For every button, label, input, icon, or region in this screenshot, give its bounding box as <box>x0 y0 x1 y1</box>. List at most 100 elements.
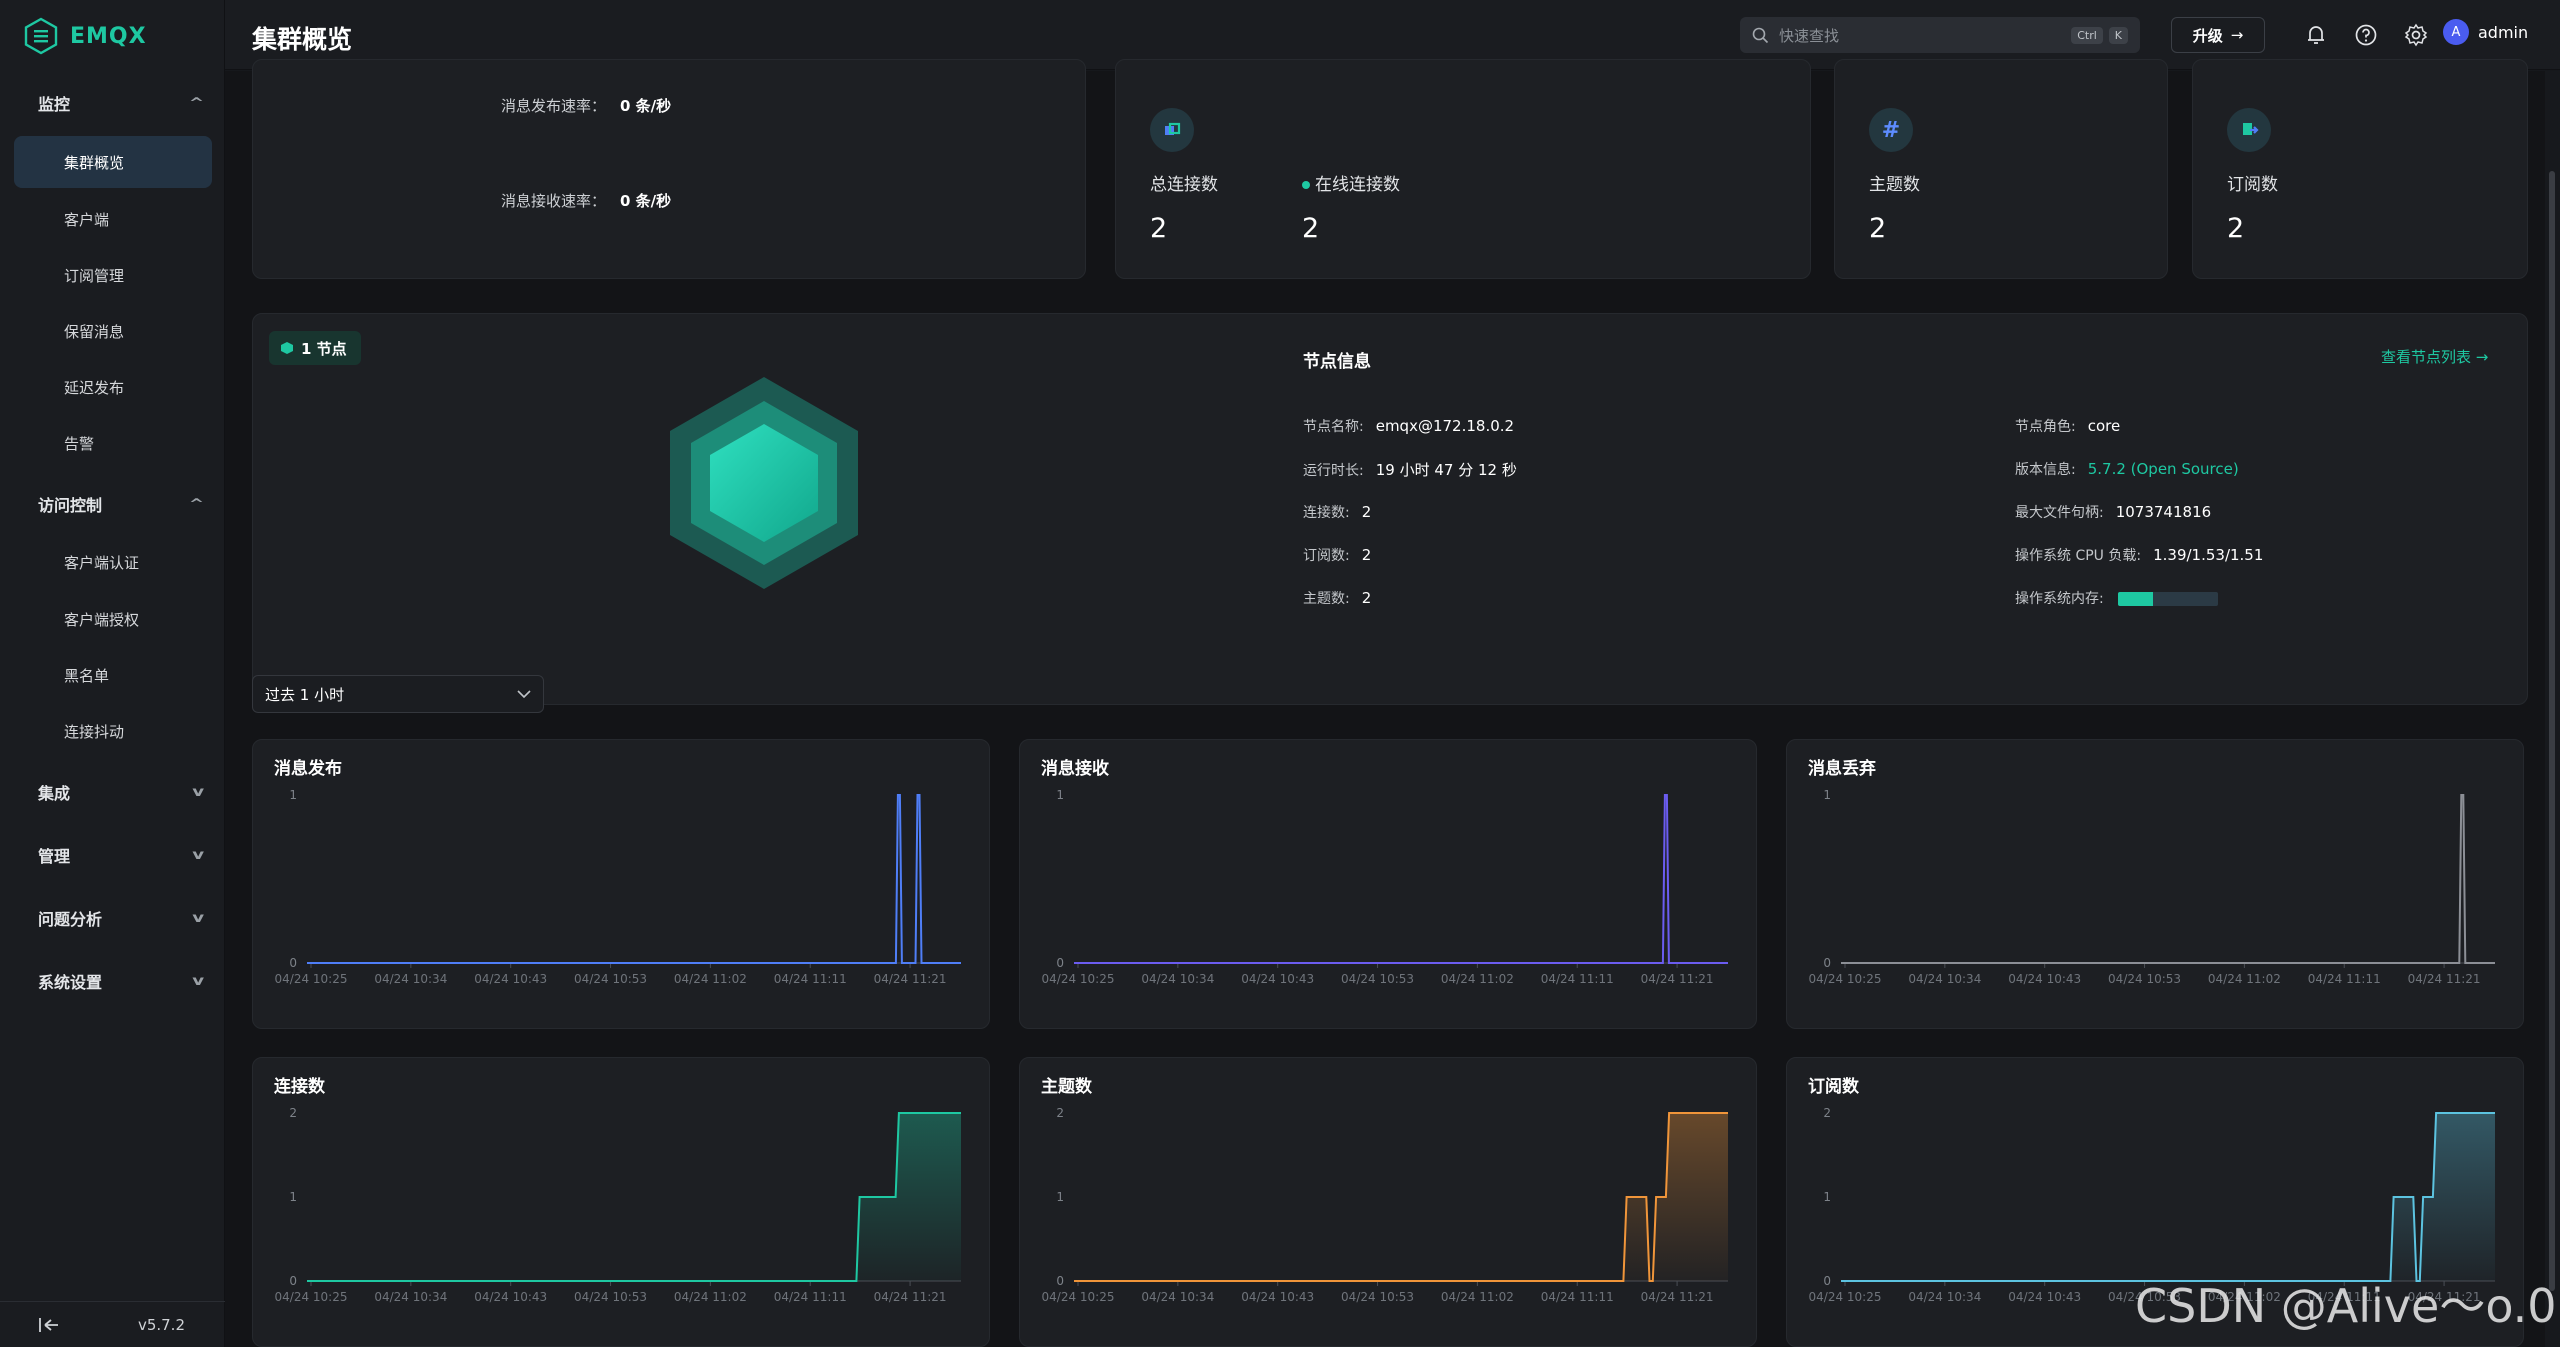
node-count-badge[interactable]: 1 节点 <box>269 331 361 365</box>
kv-label: 连接数: <box>1303 505 1350 521</box>
topics-card: # 主题数 2 <box>1834 59 2168 279</box>
x-tick-label: 04/24 10:53 <box>1341 972 1414 986</box>
chart-plot[interactable]: 2 1 0 04/24 10:25 04/24 10:34 04/24 10:43 04/2… <box>253 1058 991 1347</box>
online-status-dot <box>1302 181 1310 189</box>
chevron-up-icon: ^ <box>188 496 205 512</box>
kv-label: 操作系统 CPU 负载: <box>2015 548 2142 564</box>
node-hexagon-graphic[interactable] <box>667 374 861 592</box>
x-tick-label: 04/24 11:02 <box>2208 972 2281 986</box>
x-tick-label: 04/24 10:43 <box>2008 1290 2081 1304</box>
sidebar-item-cluster-overview[interactable]: 集群概览 <box>14 136 212 188</box>
nav-group-monitor[interactable]: 监控 ^ <box>14 81 212 125</box>
scrollbar[interactable] <box>2545 71 2560 1347</box>
node-subscriptions-row: 订阅数: 2 <box>1303 545 1371 565</box>
kv-label: 最大文件句柄: <box>2015 505 2104 521</box>
x-tick-label: 04/24 10:53 <box>2108 972 2181 986</box>
sidebar-item-retained[interactable]: 保留消息 <box>14 305 212 357</box>
collapse-sidebar-icon[interactable] <box>38 1316 60 1334</box>
sidebar-item-delayed[interactable]: 延迟发布 <box>14 361 212 413</box>
y-tick-label: 2 <box>1056 1106 1064 1120</box>
chart-plot[interactable]: 2 1 0 04/24 10:25 04/24 10:34 04/24 10:43 04/2… <box>1787 1058 2525 1347</box>
receive-rate: 消息接收速率： 0 条/秒 <box>501 190 671 211</box>
x-tick-label: 04/24 10:25 <box>1042 972 1115 986</box>
scrollbar-thumb[interactable] <box>2549 171 2555 1291</box>
nav-group-management[interactable]: 管理 v <box>14 833 212 877</box>
sidebar-item-clients[interactable]: 客户端 <box>14 193 212 245</box>
node-info-card: 1 节点 节点信息 查看节点列表 → 节点名称: emqx@172.18.0.2 … <box>252 313 2528 705</box>
y-tick-label: 0 <box>1056 956 1064 970</box>
chevron-up-icon: ^ <box>188 95 205 111</box>
avatar: A <box>2443 19 2469 45</box>
x-tick-label: 04/24 10:43 <box>474 972 547 986</box>
x-tick-label: 04/24 10:34 <box>1908 1290 1981 1304</box>
chart-card: 消息丢弃 1 0 04/24 10:25 04/24 10:34 04/24 10:43 0… <box>1786 739 2524 1029</box>
settings-gear-icon[interactable] <box>2403 22 2429 48</box>
node-count-label: 1 节点 <box>301 339 347 358</box>
x-tick-label: 04/24 10:43 <box>474 1290 547 1304</box>
chart-card: 主题数 2 1 0 04/24 10:25 04/24 10:34 04/24 10:43 0… <box>1019 1057 1757 1347</box>
kv-value: 2 <box>1361 589 1372 607</box>
x-tick-label: 04/24 11:11 <box>1541 1290 1614 1304</box>
nav-group-label: 集成 <box>38 784 71 803</box>
chart-card: 连接数 2 1 0 04/24 10:25 04/24 10:34 04/24 10:43 0… <box>252 1057 990 1347</box>
x-tick-label: 04/24 11:02 <box>1441 972 1514 986</box>
nav-group-integration[interactable]: 集成 v <box>14 770 212 814</box>
search-input[interactable]: 快速查找 Ctrl K <box>1740 17 2140 53</box>
x-tick-label: 04/24 11:11 <box>774 1290 847 1304</box>
chart-plot[interactable]: 1 0 04/24 10:25 04/24 10:34 04/24 10:43 04/24… <box>1020 740 1758 1030</box>
connections-icon <box>1150 108 1194 152</box>
series-area <box>307 1113 961 1281</box>
main-content: 消息发布速率： 0 条/秒 消息接收速率： 0 条/秒 总连接数 2 在线连接数 2… <box>225 59 2545 1347</box>
time-range-select[interactable]: 过去 1 小时 <box>252 675 544 713</box>
chart-card: 消息接收 1 0 04/24 10:25 04/24 10:34 04/24 10:43 0… <box>1019 739 1757 1029</box>
nav-group-system[interactable]: 系统设置 v <box>14 959 212 1003</box>
sidebar-item-blacklist[interactable]: 黑名单 <box>14 649 212 701</box>
chart-plot[interactable]: 1 0 04/24 10:25 04/24 10:34 04/24 10:43 04/24… <box>253 740 991 1030</box>
user-menu[interactable]: A admin <box>2443 19 2528 45</box>
bell-icon[interactable] <box>2303 22 2329 48</box>
sidebar-item-authn[interactable]: 客户端认证 <box>14 536 212 588</box>
rate-value: 0 条/秒 <box>620 97 672 115</box>
x-tick-label: 04/24 11:11 <box>2308 972 2381 986</box>
subscriptions-value: 2 <box>2227 213 2245 244</box>
x-tick-label: 04/24 10:34 <box>1141 1290 1214 1304</box>
nav-group-label: 管理 <box>38 847 71 866</box>
chart-card: 消息发布 1 0 04/24 10:25 04/24 10:34 04/24 10:43 0… <box>252 739 990 1029</box>
x-tick-label: 04/24 11:11 <box>774 972 847 986</box>
search-placeholder: 快速查找 <box>1779 26 1840 45</box>
sidebar-item-alarms[interactable]: 告警 <box>14 417 212 469</box>
topics-value: 2 <box>1869 213 1887 244</box>
nav-group-label: 监控 <box>38 95 71 114</box>
node-connections-row: 连接数: 2 <box>1303 502 1371 522</box>
chart-plot[interactable]: 1 0 04/24 10:25 04/24 10:34 04/24 10:43 04/24… <box>1787 740 2525 1030</box>
help-icon[interactable] <box>2353 22 2379 48</box>
view-node-list-link[interactable]: 查看节点列表 → <box>2381 348 2489 366</box>
sidebar-item-subscriptions[interactable]: 订阅管理 <box>14 249 212 301</box>
kv-label: 主题数: <box>1303 591 1350 607</box>
sidebar-item-flapping[interactable]: 连接抖动 <box>14 705 212 757</box>
memory-usage-bar <box>2117 592 2218 606</box>
kv-label: 操作系统内存: <box>2015 591 2104 607</box>
x-tick-label: 04/24 10:34 <box>374 972 447 986</box>
sidebar-item-authz[interactable]: 客户端授权 <box>14 593 212 645</box>
subscriptions-card: 订阅数 2 <box>2192 59 2528 279</box>
nav-group-diagnose[interactable]: 问题分析 v <box>14 896 212 940</box>
version-value-link[interactable]: 5.7.2 (Open Source) <box>2087 460 2239 478</box>
y-tick-label: 0 <box>289 1274 297 1288</box>
uptime-row: 运行时长: 19 小时 47 分 12 秒 <box>1303 459 1517 480</box>
upgrade-button[interactable]: 升级 → <box>2171 17 2265 53</box>
chart-plot[interactable]: 2 1 0 04/24 10:25 04/24 10:34 04/24 10:43 04/2… <box>1020 1058 1758 1347</box>
emqx-logo[interactable]: EMQX <box>22 17 147 55</box>
x-tick-label: 04/24 10:53 <box>574 972 647 986</box>
topics-label: 主题数 <box>1869 175 1920 195</box>
y-tick-label: 1 <box>289 788 297 802</box>
version-row: 版本信息: 5.7.2 (Open Source) <box>2015 459 2239 479</box>
chevron-down-icon: v <box>191 847 204 863</box>
chart-title: 消息丢弃 <box>1808 759 1876 779</box>
nav-group-access-control[interactable]: 访问控制 ^ <box>14 482 212 526</box>
x-tick-label: 04/24 11:21 <box>2408 1290 2481 1304</box>
x-tick-label: 04/24 10:34 <box>1141 972 1214 986</box>
x-tick-label: 04/24 11:21 <box>1641 1290 1714 1304</box>
x-tick-label: 04/24 11:02 <box>674 972 747 986</box>
total-connections-label: 总连接数 <box>1150 175 1218 195</box>
